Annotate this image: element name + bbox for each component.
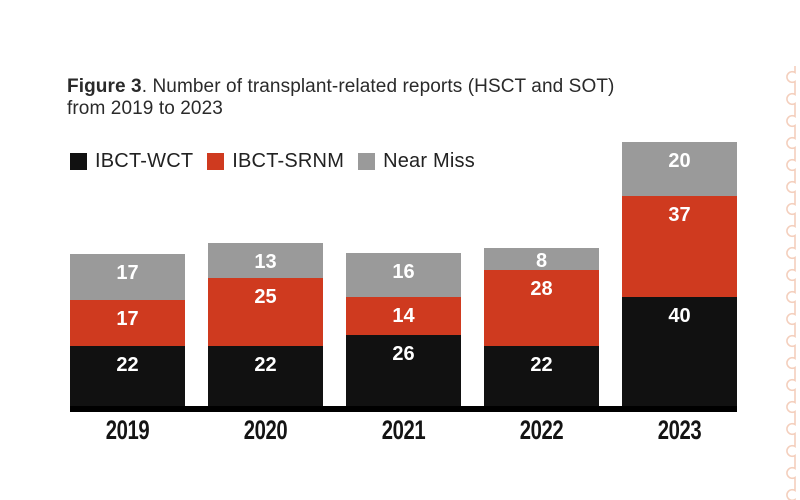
legend-swatch-icon	[207, 153, 225, 170]
segment-value-label: 16	[392, 261, 415, 283]
segment-value-label: 22	[530, 354, 553, 376]
bar-segment-2020-near-miss: 13	[208, 243, 323, 278]
segment-value-label: 8	[535, 250, 548, 272]
scalloped-edge-decoration	[786, 66, 796, 500]
bar-segment-2021-ibct-srnm: 14	[346, 297, 461, 335]
legend-label: IBCT-WCT	[95, 150, 194, 172]
x-axis-label-2022: 2022	[519, 415, 564, 445]
x-axis-label-2023: 2023	[657, 415, 702, 445]
segment-value-label: 20	[668, 150, 691, 172]
bar-segment-2023-ibct-srnm: 37	[622, 196, 737, 297]
bar-segment-2023-ibct-wct: 40	[622, 297, 737, 406]
segment-value-label: 28	[530, 278, 553, 300]
bar-segment-2021-near-miss: 16	[346, 253, 461, 297]
legend-label: Near Miss	[383, 150, 475, 172]
bar-segment-2020-ibct-wct: 22	[208, 346, 323, 406]
bar-segment-2022-ibct-srnm: 28	[484, 270, 599, 346]
segment-value-label: 17	[116, 308, 139, 330]
bar-segment-2023-near-miss: 20	[622, 142, 737, 196]
bar-segment-2022-ibct-wct: 22	[484, 346, 599, 406]
segment-value-label: 14	[392, 305, 415, 327]
figure-title-text: . Number of transplant-related reports (…	[141, 76, 615, 97]
segment-value-label: 37	[668, 204, 691, 226]
legend-item-ibct-wct: IBCT-WCT	[70, 150, 193, 173]
bar-segment-2020-ibct-srnm: 25	[208, 278, 323, 346]
segment-value-label: 13	[254, 251, 277, 273]
legend-label: IBCT-SRNM	[232, 150, 345, 172]
figure-title: Figure 3. Number of transplant-related r…	[67, 76, 627, 120]
bar-segment-2019-ibct-wct: 22	[70, 346, 185, 406]
x-axis-label-2021: 2021	[381, 415, 426, 445]
legend-swatch-icon	[70, 153, 87, 170]
x-axis-line	[70, 406, 737, 412]
segment-value-label: 17	[116, 262, 139, 284]
x-axis-label-2020: 2020	[243, 415, 288, 445]
figure-title-line2: from 2019 to 2023	[67, 98, 223, 119]
bar-segment-2019-near-miss: 17	[70, 254, 185, 300]
bar-segment-2019-ibct-srnm: 17	[70, 300, 185, 346]
figure-number: Figure 3	[67, 76, 142, 97]
segment-value-label: 22	[116, 354, 139, 376]
segment-value-label: 22	[254, 354, 277, 376]
segment-value-label: 40	[668, 305, 691, 327]
segment-value-label: 25	[254, 286, 277, 308]
chart-legend: IBCT-WCT IBCT-SRNM Near Miss	[70, 150, 475, 173]
legend-item-ibct-srnm: IBCT-SRNM	[207, 150, 344, 173]
legend-swatch-icon	[358, 153, 376, 170]
bar-segment-2021-ibct-wct: 26	[346, 335, 461, 406]
bar-segment-2022-near-miss: 8	[484, 248, 599, 272]
legend-item-near-miss: Near Miss	[358, 150, 475, 173]
segment-value-label: 26	[392, 343, 415, 365]
x-axis-label-2019: 2019	[105, 415, 150, 445]
